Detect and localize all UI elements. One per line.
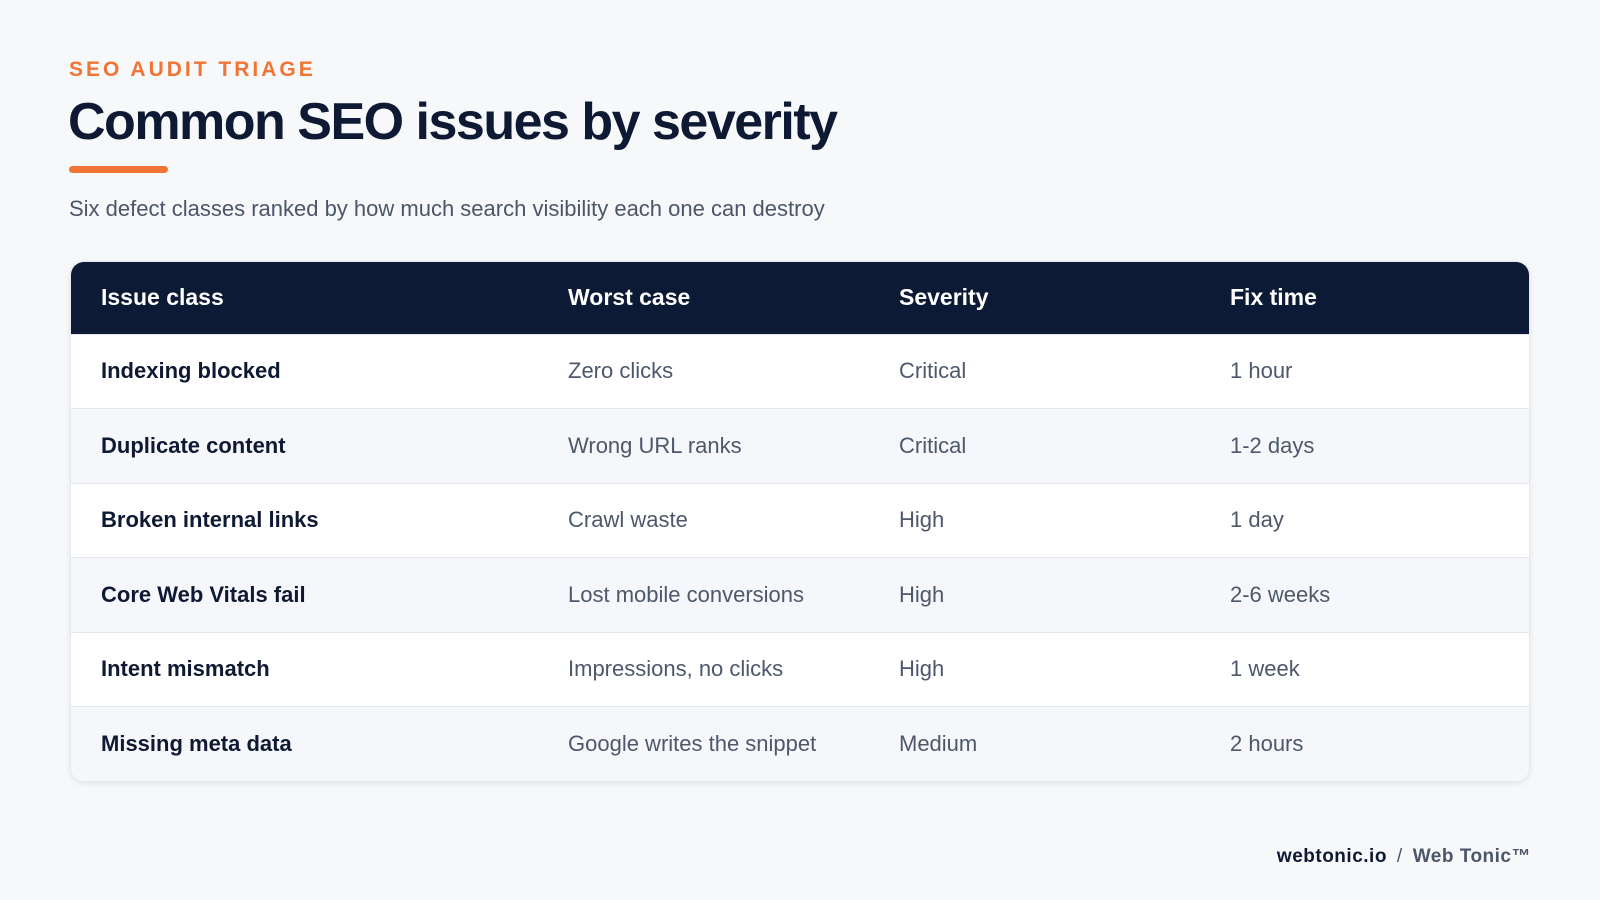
footer-credit: webtonic.io / Web Tonic™ xyxy=(1277,846,1531,868)
worst-case-cell: Lost mobile conversions xyxy=(568,581,805,607)
footer-separator: / xyxy=(1396,846,1403,867)
issues-table: Issue class Worst case Severity Fix time… xyxy=(71,262,1529,781)
severity-cell: Critical xyxy=(899,432,967,458)
table-row: Missing meta data Google writes the snip… xyxy=(71,706,1529,781)
table-row: Intent mismatch Impressions, no clicks H… xyxy=(71,632,1529,707)
severity-cell: High xyxy=(899,656,945,682)
footer-brand: Web Tonic™ xyxy=(1412,846,1531,867)
severity-cell: High xyxy=(899,581,945,607)
fix-time-cell: 1 day xyxy=(1230,507,1284,533)
eyebrow-label: SEO AUDIT TRIAGE xyxy=(69,58,316,81)
issue-class-cell: Duplicate content xyxy=(101,432,286,458)
title-accent-rule xyxy=(69,166,168,173)
worst-case-cell: Google writes the snippet xyxy=(568,731,817,756)
fix-time-cell: 1 week xyxy=(1230,656,1300,682)
column-header-severity: Severity xyxy=(899,284,989,311)
column-header-issue-class: Issue class xyxy=(101,284,224,311)
table-row: Duplicate content Wrong URL ranks Critic… xyxy=(71,408,1529,483)
table-row: Indexing blocked Zero clicks Critical 1 … xyxy=(71,334,1529,409)
issue-class-cell: Indexing blocked xyxy=(101,358,281,384)
fix-time-cell: 2-6 weeks xyxy=(1230,581,1331,607)
fix-time-cell: 1-2 days xyxy=(1230,432,1315,458)
issue-class-cell: Core Web Vitals fail xyxy=(101,581,306,607)
table-row: Broken internal links Crawl waste High 1… xyxy=(71,483,1529,558)
worst-case-cell: Crawl waste xyxy=(568,507,688,533)
column-header-fix-time: Fix time xyxy=(1230,284,1317,311)
worst-case-cell: Wrong URL ranks xyxy=(568,432,742,458)
severity-cell: Critical xyxy=(899,358,967,384)
worst-case-cell: Impressions, no clicks xyxy=(568,656,784,682)
issues-table-card: Issue class Worst case Severity Fix time… xyxy=(70,261,1530,782)
footer-site: webtonic.io xyxy=(1276,846,1387,867)
issue-class-cell: Intent mismatch xyxy=(101,656,270,682)
fix-time-cell: 1 hour xyxy=(1230,358,1293,384)
column-header-worst-case: Worst case xyxy=(568,284,691,311)
severity-cell: High xyxy=(899,507,945,533)
issue-class-cell: Missing meta data xyxy=(101,731,292,756)
issue-class-cell: Broken internal links xyxy=(101,507,319,533)
worst-case-cell: Zero clicks xyxy=(568,358,674,384)
table-header-row: Issue class Worst case Severity Fix time xyxy=(71,262,1529,334)
page-title: Common SEO issues by severity xyxy=(68,93,838,151)
page-subtitle: Six defect classes ranked by how much se… xyxy=(69,196,825,221)
fix-time-cell: 2 hours xyxy=(1230,731,1304,756)
severity-cell: Medium xyxy=(899,731,978,756)
table-row: Core Web Vitals fail Lost mobile convers… xyxy=(71,557,1529,632)
